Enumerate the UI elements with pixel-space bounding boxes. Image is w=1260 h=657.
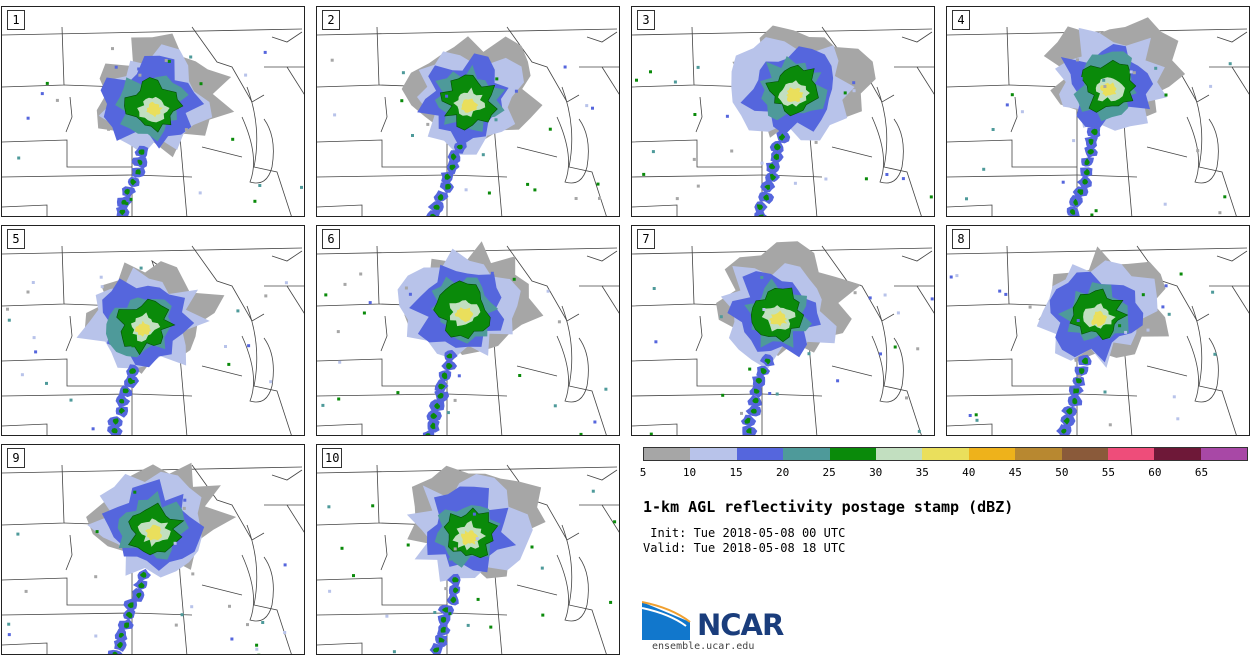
colorbar-tick-label: 5 — [639, 466, 647, 479]
map-panel-2: 2 — [316, 6, 620, 217]
map-panel-8: 8 — [946, 225, 1250, 436]
reflectivity-colorbar — [643, 447, 1248, 461]
colorbar-tick-label: 30 — [869, 466, 883, 479]
colorbar-tick-label: 20 — [775, 466, 790, 479]
ncar-logo-icon — [642, 601, 691, 640]
panel-member-label: 10 — [322, 448, 343, 468]
colorbar-segment-45 — [1015, 448, 1062, 460]
colorbar-tick-label: 45 — [1008, 466, 1022, 479]
colorbar-segment-60 — [1154, 448, 1201, 460]
logo-url: ensemble.ucar.edu — [652, 641, 755, 652]
valid-time: Valid: Tue 2018-05-08 18 UTC — [643, 541, 846, 555]
panel-member-label: 2 — [322, 10, 340, 30]
map-panel-6: 6 — [316, 225, 620, 436]
panel-member-label: 3 — [637, 10, 655, 30]
colorbar-tick-label: 35 — [915, 466, 929, 479]
map-panel-7: 7 — [631, 225, 935, 436]
ncar-logo-text: NCAR — [697, 608, 784, 642]
colorbar-segment-65 — [1200, 448, 1248, 460]
colorbar-tick-label: 10 — [682, 466, 697, 479]
panel-member-label: 8 — [952, 229, 970, 249]
reflectivity-map — [2, 462, 304, 654]
colorbar-tick-label: 25 — [822, 466, 836, 479]
reflectivity-map — [2, 245, 304, 435]
colorbar-tick-label: 15 — [729, 466, 743, 479]
reflectivity-map — [317, 26, 619, 216]
panel-member-label: 6 — [322, 229, 340, 249]
colorbar-tick-label: 50 — [1055, 466, 1069, 479]
colorbar-tick-label: 60 — [1148, 466, 1162, 479]
map-panel-5: 5 — [1, 225, 305, 436]
map-panel-3: 3 — [631, 6, 935, 217]
colorbar-tick-label: 65 — [1194, 466, 1209, 479]
colorbar-segment-50 — [1061, 448, 1108, 460]
colorbar-segment-20 — [783, 448, 830, 460]
colorbar-segment-25 — [829, 448, 876, 460]
reflectivity-map — [2, 26, 304, 216]
init-time: Init: Tue 2018-05-08 00 UTC — [643, 526, 846, 540]
panel-member-label: 7 — [637, 229, 655, 249]
reflectivity-map — [317, 464, 619, 654]
reflectivity-map — [632, 25, 934, 216]
reflectivity-map — [317, 241, 619, 435]
panel-member-label: 4 — [952, 10, 970, 30]
map-panel-9: 9 — [1, 444, 305, 655]
colorbar-segment-35 — [922, 448, 969, 460]
colorbar-tick-label: 40 — [962, 466, 976, 479]
colorbar-segment-40 — [968, 448, 1016, 460]
reflectivity-map — [947, 245, 1249, 435]
map-panel-1: 1 — [1, 6, 305, 217]
panel-member-label: 1 — [7, 10, 25, 30]
colorbar-segment-5 — [644, 448, 691, 460]
reflectivity-map — [632, 241, 934, 435]
reflectivity-map — [947, 17, 1249, 216]
colorbar-segment-55 — [1107, 448, 1155, 460]
map-panel-4: 4 — [946, 6, 1250, 217]
figure-title: 1-km AGL reflectivity postage stamp (dBZ… — [643, 498, 1014, 516]
colorbar-tick-label: 55 — [1101, 466, 1115, 479]
map-panel-10: 10 — [316, 444, 620, 655]
colorbar-segment-10 — [690, 448, 737, 460]
panel-member-label: 9 — [7, 448, 25, 468]
panel-member-label: 5 — [7, 229, 25, 249]
colorbar-segment-15 — [736, 448, 784, 460]
colorbar-segment-30 — [875, 448, 923, 460]
